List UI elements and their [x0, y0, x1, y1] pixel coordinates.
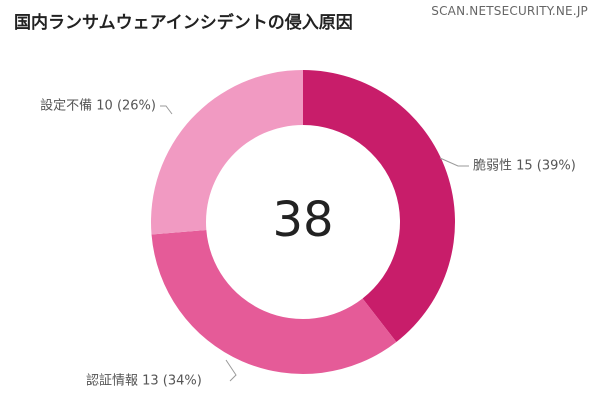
- donut-slice-1: [303, 70, 456, 342]
- slice-label-3: 設定不備 10 (26%): [40, 98, 156, 114]
- slice-label-1: 脆弱性 15 (39%): [473, 158, 576, 174]
- center-total-label: 38: [272, 192, 333, 248]
- source-watermark: SCAN.NETSECURITY.NE.JP: [431, 4, 588, 18]
- leader-line-2: [225, 359, 237, 382]
- leader-line-1: [439, 157, 469, 167]
- donut-slice-2: [151, 230, 397, 375]
- leader-lines-layer: [160, 105, 469, 382]
- slice-label-2: 認証情報 13 (34%): [86, 373, 202, 389]
- donut-slice-3: [151, 70, 303, 235]
- labels-layer: 脆弱性 15 (39%) 認証情報 13 (34%) 設定不備 10 (26%): [40, 98, 576, 389]
- slices-layer: [151, 70, 456, 375]
- leader-line-3: [160, 105, 173, 115]
- chart-title: 国内ランサムウェアインシデントの侵入原因: [14, 13, 353, 33]
